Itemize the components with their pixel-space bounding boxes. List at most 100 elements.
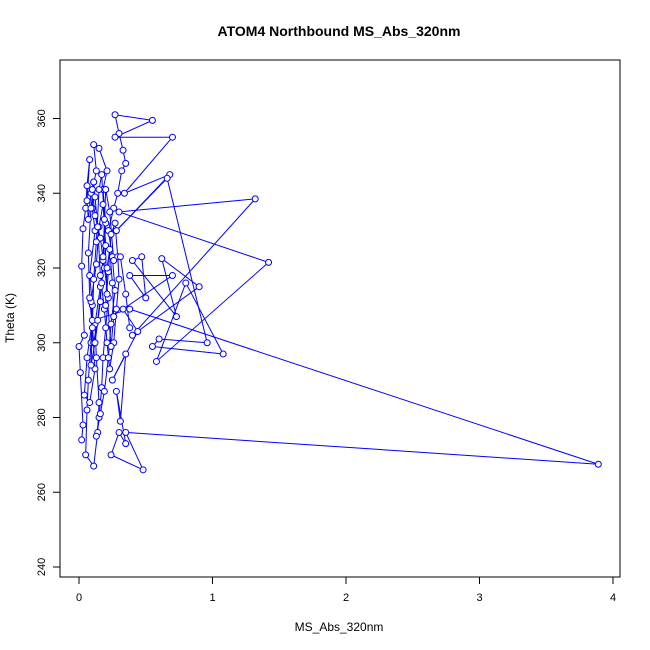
series-segment — [159, 338, 208, 344]
series-segment — [119, 353, 127, 422]
data-point — [80, 331, 88, 339]
data-point — [96, 410, 104, 418]
data-point — [87, 361, 95, 369]
data-point — [86, 294, 94, 302]
series-segment — [122, 275, 173, 310]
data-point — [134, 328, 142, 336]
series-segment — [103, 357, 109, 392]
series-segment — [124, 136, 173, 194]
data-point — [91, 193, 99, 201]
data-point — [92, 432, 100, 440]
data-point — [91, 339, 99, 347]
y-tick-label: 240 — [36, 558, 48, 576]
series-segment — [98, 148, 108, 171]
data-point — [83, 182, 91, 190]
series-segment — [115, 279, 120, 310]
series-segment — [83, 357, 88, 396]
y-tick-label: 280 — [36, 408, 48, 426]
data-point — [122, 440, 130, 448]
data-point — [115, 208, 123, 216]
data-point — [99, 253, 107, 261]
data-point — [88, 324, 96, 332]
data-point — [115, 275, 123, 283]
series-segment — [161, 258, 200, 288]
series-segment — [98, 204, 104, 227]
data-point — [120, 189, 128, 197]
data-point — [265, 258, 273, 266]
series-lines — [78, 114, 599, 471]
series-segment — [119, 198, 256, 213]
series-segment — [110, 432, 120, 456]
y-tick-label: 340 — [36, 184, 48, 202]
series-segment — [95, 357, 100, 403]
data-point — [102, 186, 110, 194]
data-point — [98, 171, 106, 179]
y-axis-label: Theta (K) — [3, 293, 17, 343]
data-point — [155, 335, 163, 343]
data-point — [107, 342, 115, 350]
x-axis: 0 1 2 3 4 — [76, 576, 616, 604]
series-segment — [114, 114, 153, 121]
data-point — [107, 230, 115, 238]
data-point — [78, 436, 86, 444]
data-point — [98, 279, 106, 287]
data-point — [163, 174, 171, 182]
data-point — [103, 264, 111, 272]
data-point — [182, 279, 190, 287]
data-point — [96, 298, 104, 306]
data-point — [106, 245, 114, 253]
data-point — [76, 369, 84, 377]
data-point — [219, 350, 227, 358]
data-point — [90, 462, 98, 470]
x-tick-label: 0 — [76, 592, 82, 604]
series-segment — [89, 368, 96, 403]
series-segment — [152, 345, 224, 355]
series-segment — [93, 241, 97, 280]
data-point — [594, 460, 602, 468]
data-point — [79, 225, 87, 233]
series-segment — [79, 372, 84, 426]
data-point — [111, 286, 119, 294]
data-point — [87, 204, 95, 212]
data-point — [95, 186, 103, 194]
data-point — [126, 324, 134, 332]
series-segment — [110, 454, 144, 471]
data-point — [100, 215, 108, 223]
data-point — [106, 208, 114, 216]
series-segment — [161, 258, 177, 317]
series-segment — [89, 230, 96, 276]
series-segment — [129, 308, 599, 465]
data-point — [75, 342, 83, 350]
series-segment — [87, 342, 92, 381]
data-point — [251, 195, 259, 203]
data-point — [92, 238, 100, 246]
data-point — [90, 178, 98, 186]
data-point — [112, 305, 120, 313]
series-segment — [155, 282, 187, 362]
series-segment — [124, 174, 170, 194]
data-point — [86, 399, 94, 407]
series-segment — [166, 178, 208, 343]
data-point — [115, 428, 123, 436]
y-axis: 240 260 280 300 320 340 360 — [36, 109, 61, 576]
y-tick-label: 320 — [36, 259, 48, 277]
series-segment — [85, 185, 88, 209]
series-segment — [117, 256, 120, 280]
data-point — [122, 159, 130, 167]
x-tick-label: 1 — [209, 592, 215, 604]
data-point — [104, 354, 112, 362]
series-segment — [99, 256, 104, 302]
data-point — [122, 350, 130, 358]
series-points — [75, 111, 602, 474]
data-point — [112, 387, 120, 395]
series-segment — [90, 342, 96, 366]
series-segment — [78, 346, 81, 373]
chart-title: ATOM4 Northbound MS_Abs_320nm — [218, 23, 461, 39]
data-point — [106, 365, 114, 373]
data-point — [94, 223, 102, 231]
data-point — [102, 301, 110, 309]
data-point — [84, 376, 92, 384]
data-point — [152, 357, 160, 365]
data-point — [148, 116, 156, 124]
data-point — [95, 144, 103, 152]
